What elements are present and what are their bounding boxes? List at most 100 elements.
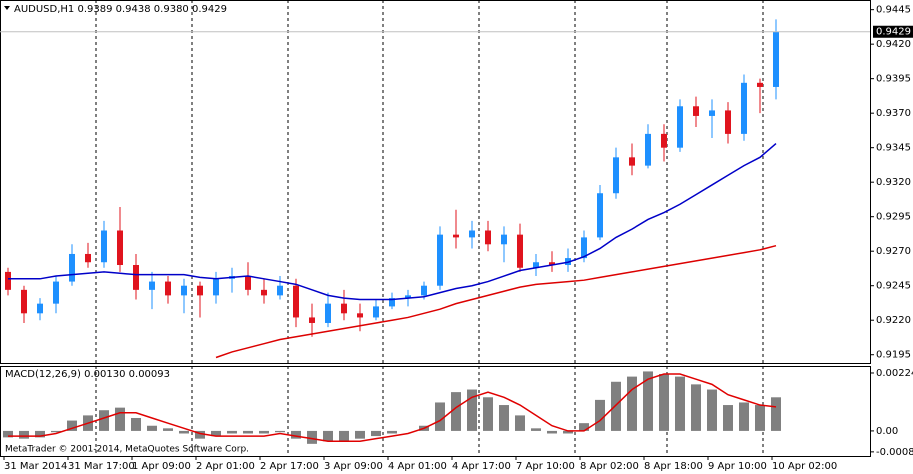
macd-bar [35,430,45,438]
x-tick-label: 8 Apr 02:00 [580,461,639,472]
macd-bar [483,397,493,431]
macd-bar [323,430,333,442]
candle-body [181,285,187,296]
macd-bar [275,430,285,433]
macd-bar [99,410,109,431]
candle-body [197,285,203,296]
candle-body [277,285,283,296]
candle-body [373,306,379,318]
candle-body [421,285,427,296]
macd-bar [227,430,237,434]
macd-bar [771,397,781,431]
candle-body [645,133,651,166]
candle-body [773,31,779,87]
macd-header: MACD(12,26,9) 0.00130 0.00093 [5,369,170,380]
y-tick-label: 0.9195 [876,350,911,361]
macd-bar [131,417,141,431]
macd-bar [355,430,365,439]
macd-bar [691,384,701,431]
macd-bar [387,430,397,434]
y-tick-label: 0.9220 [876,315,911,326]
y-tick-label: 0.9395 [876,74,911,85]
y-tick-label: 0.9370 [876,108,911,119]
candle-body [261,289,267,296]
macd-bar [51,430,61,433]
y-tick-label: 0.9420 [876,39,911,50]
plot-layer: 0.9445 0.9420 0.9395 0.9370 0.9345 0.9320 0.92… [0,5,913,472]
macd-bar [115,407,125,431]
candle-body [389,298,395,307]
macd-bar [659,374,669,431]
signal-line [8,373,777,443]
candle-body [309,317,315,323]
candle-body [101,230,107,263]
y-tick-label: 0.00 [876,426,898,437]
candle-body [581,237,587,259]
macd-bar [339,430,349,442]
candle-body [5,271,11,290]
macd-bar [211,430,221,437]
macd-bar [627,376,637,431]
candle-body [165,281,171,296]
candle-body [741,82,747,134]
candle-body [757,82,763,87]
candle-body [357,313,363,318]
y-tick-label: -0.00081 [876,447,913,458]
x-tick-label: 10 Apr 02:00 [772,461,837,472]
menu-arrow[interactable] [4,6,10,10]
y-tick-label: 0.9270 [876,246,911,257]
x-tick-label: 1 Apr 09:00 [132,461,191,472]
macd-bar [595,399,605,431]
candle-body [517,234,523,268]
candle-body [117,230,123,266]
y-tick-label: 0.9320 [876,177,911,188]
candle-body [21,289,27,314]
candle-body [501,234,507,245]
x-tick-label: 4 Apr 01:00 [388,461,447,472]
candle-body [597,193,603,238]
macd-bar [499,405,509,431]
candle-body [677,106,683,148]
macd-bar [67,420,77,431]
candle-body [533,262,539,268]
macd-bar [723,405,733,431]
candle-body [469,230,475,238]
macd-bar [675,376,685,431]
macd-bar [739,402,749,431]
macd-bar [291,430,301,439]
macd-bar [435,402,445,431]
y-tick-label: 0.9245 [876,281,911,292]
macd-bar [643,371,653,431]
x-tick-label: 8 Apr 18:00 [644,461,703,472]
macd-bar [307,430,317,444]
candle-body [725,110,731,134]
candle-body [549,262,555,266]
y-tick-label: 0.9345 [876,143,911,154]
macd-bar [579,423,589,431]
candle-body [341,303,347,314]
x-tick-label: 4 Apr 17:00 [452,461,511,472]
candle-body [661,133,667,148]
macd-bar [531,428,541,431]
candle-body [213,278,219,296]
x-tick-label: 2 Apr 01:00 [196,461,255,472]
candle-body [709,110,715,116]
macd-bar [163,428,173,431]
candle-body [325,303,331,323]
candle-body [629,157,635,166]
candle-body [453,234,459,238]
candle-body [37,303,43,314]
x-tick-label: 7 Apr 10:00 [516,461,575,472]
candle-body [485,230,491,245]
macd-bar [243,430,253,434]
macd-bar [147,425,157,431]
macd-bar [259,430,269,434]
x-tick-label: 2 Apr 17:00 [260,461,319,472]
x-tick-label: 3 Apr 09:00 [324,461,383,472]
candle-body [149,281,155,290]
candle-body [85,253,91,263]
macd-bar [371,430,381,437]
candle-body [437,234,443,286]
copyright: MetaTrader © 2001-2014, MetaQuotes Softw… [5,445,249,455]
